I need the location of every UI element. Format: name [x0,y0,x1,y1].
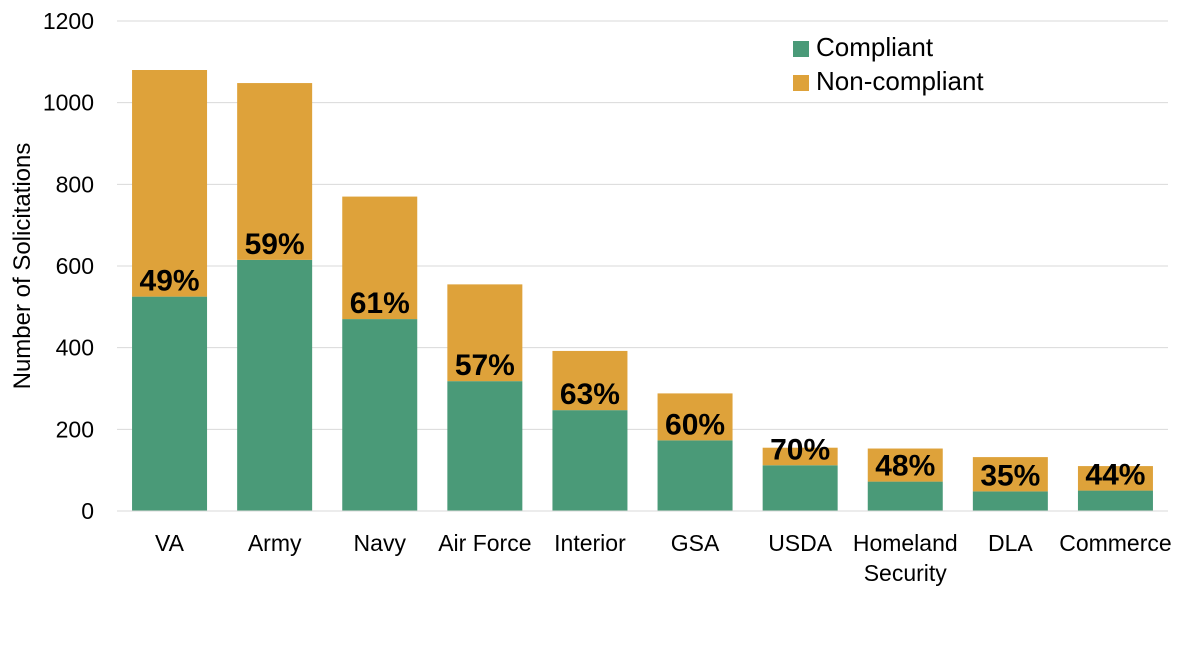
bar-non-compliant-commerce [1077,466,1153,491]
bars [132,70,1153,511]
y-tick-label: 1000 [43,90,94,116]
bar-compliant-dla [972,491,1048,511]
bar-compliant-air-force [447,381,523,511]
bar-non-compliant-usda [762,447,838,466]
bar-compliant-va [132,296,208,511]
y-tick-label: 0 [81,498,94,524]
y-axis-ticks: 0 200 400 600 800 1000 1200 [43,8,94,524]
percent-label: 57% [455,349,515,382]
legend: Compliant Non-compliant [793,32,984,96]
bar-compliant-army [237,259,313,511]
x-tick-label: USDA [768,530,833,556]
x-tick-label: Commerce [1059,530,1171,556]
legend-label-compliant: Compliant [816,32,934,62]
percent-labels: 49% 59% 61% 57% 63% 60% 70% 48% 35% 44% [140,228,1146,493]
percent-label: 63% [560,378,620,411]
y-tick-label: 1200 [43,8,94,34]
legend-label-non-compliant: Non-compliant [816,66,984,96]
y-tick-label: 400 [56,335,94,361]
percent-label: 49% [140,265,200,298]
bar-non-compliant-navy [342,196,418,320]
bar-non-compliant-interior [552,350,628,411]
percent-label: 60% [665,408,725,441]
bar-compliant-commerce [1077,490,1153,511]
percent-label: 61% [350,287,410,320]
percent-label: 59% [245,228,305,261]
y-tick-label: 800 [56,171,94,197]
y-tick-label: 600 [56,253,94,279]
bar-non-compliant-dla [972,457,1048,492]
x-tick-label: Army [248,530,302,556]
x-tick-label: VA [155,530,185,556]
y-axis-title: Number of Solicitations [9,143,36,390]
bar-compliant-homeland-security [867,481,943,511]
bar-non-compliant-gsa [657,393,733,441]
y-tick-label: 200 [56,416,94,442]
percent-label: 70% [770,433,830,466]
bar-non-compliant-va [132,70,208,297]
bar-compliant-interior [552,410,628,511]
x-tick-label: Air Force [438,530,531,556]
legend-swatch-compliant [793,41,809,57]
bar-compliant-usda [762,465,838,511]
percent-label: 44% [1085,459,1145,492]
bar-non-compliant-homeland-security [867,448,943,482]
percent-label: 35% [980,459,1040,492]
x-axis-labels: VA Army Navy Air Force Interior GSA USDA Homela… [155,530,1172,586]
percent-label: 48% [875,450,935,483]
legend-swatch-non-compliant [793,75,809,91]
x-tick-label: Navy [354,530,407,556]
bar-non-compliant-army [237,83,313,260]
bar-compliant-gsa [657,440,733,511]
x-tick-label: GSA [671,530,720,556]
bar-non-compliant-air-force [447,284,523,382]
x-tick-label: Homeland Security [853,530,958,586]
x-tick-label: DLA [988,530,1033,556]
bar-compliant-navy [342,319,418,511]
x-tick-label: Interior [554,530,626,556]
